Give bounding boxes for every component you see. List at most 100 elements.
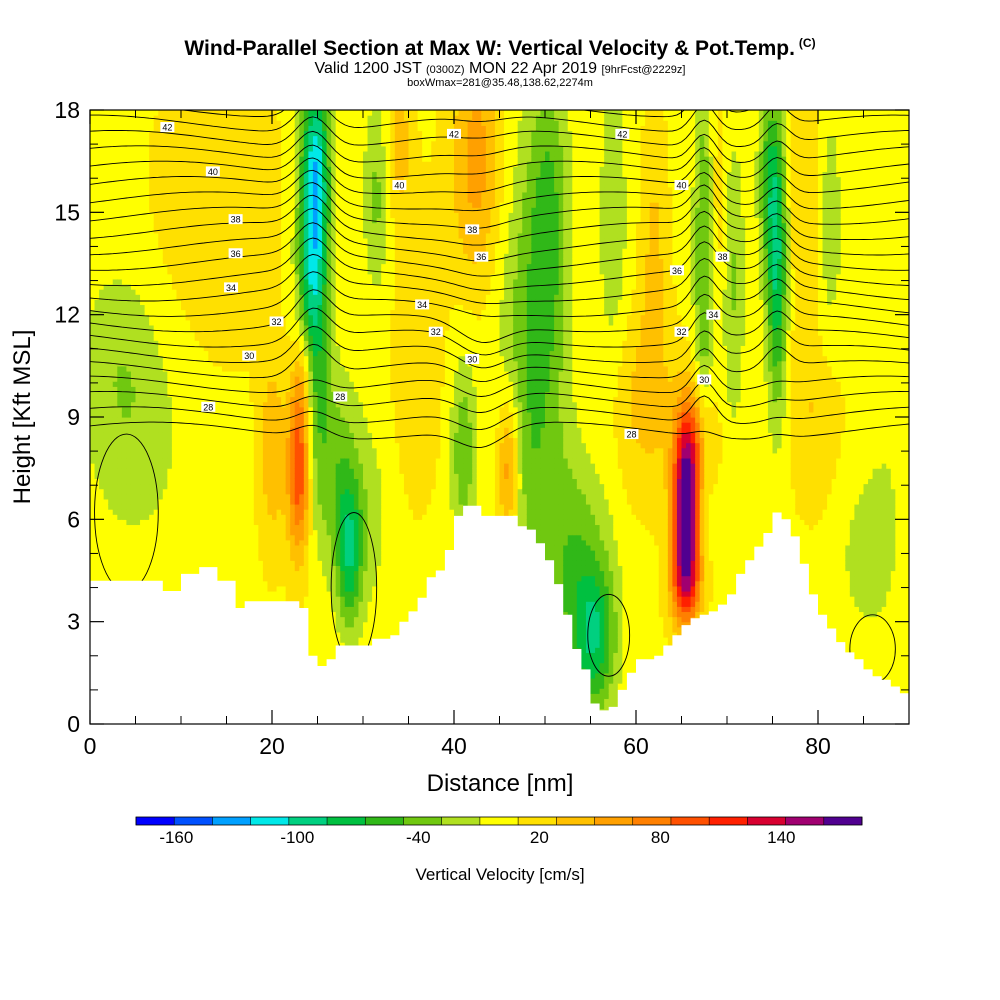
heat-cell (144, 227, 150, 234)
heat-cell (135, 314, 141, 321)
heat-cell (149, 283, 155, 290)
heat-cell (244, 232, 250, 239)
heat-cell (153, 222, 159, 229)
heat-cell (267, 565, 273, 572)
heat-cell (190, 176, 196, 183)
heat-cell (167, 498, 173, 505)
heat-cell (258, 417, 264, 423)
heat-cell (171, 156, 178, 162)
heat-cell (235, 294, 241, 300)
heat-cell (176, 432, 182, 439)
heat-cell (171, 319, 178, 326)
heat-cell (117, 314, 123, 321)
heat-cell (208, 120, 214, 126)
heat-cell (176, 550, 182, 556)
heat-cell (103, 289, 109, 295)
heat-cell (158, 427, 164, 433)
heat-cell (99, 253, 105, 259)
heat-cell (221, 365, 228, 372)
heat-cell (144, 555, 150, 561)
heat-cell (208, 355, 214, 362)
heat-cell (158, 253, 164, 259)
heat-cell (244, 396, 250, 403)
heat-cell (112, 452, 118, 459)
heat-cell (171, 181, 178, 188)
heat-cell (221, 345, 228, 352)
heat-cell (226, 202, 232, 208)
heat-cell (126, 473, 132, 479)
heat-cell (117, 156, 123, 162)
heat-cell (199, 283, 205, 290)
heat-cell (240, 386, 246, 393)
heat-cell (272, 304, 278, 311)
heat-cell (117, 145, 123, 152)
heat-cell (267, 370, 273, 377)
heat-cell (217, 309, 223, 316)
heat-cell (262, 176, 269, 183)
heat-cell (221, 253, 228, 259)
heat-cell (167, 370, 173, 377)
heat-cell (181, 166, 187, 172)
heat-cell (249, 110, 255, 116)
heat-cell (199, 176, 205, 183)
heat-cell (126, 181, 132, 188)
heat-cell (158, 135, 164, 142)
heat-cell (167, 447, 173, 454)
heat-cell (258, 365, 264, 372)
heat-cell (126, 370, 132, 377)
heat-cell (267, 299, 273, 306)
heat-cell (226, 483, 232, 490)
heat-cell (103, 253, 109, 259)
heat-cell (158, 309, 164, 316)
heat-cell (135, 468, 141, 474)
heat-cell (226, 401, 232, 408)
heat-cell (140, 222, 146, 229)
heat-cell (140, 340, 146, 346)
heat-cell (258, 376, 264, 382)
heat-cell (185, 529, 191, 536)
heat-cell (112, 478, 118, 485)
heat-cell (108, 237, 114, 244)
heat-cell (176, 294, 182, 300)
heat-cell (185, 289, 191, 295)
heat-cell (244, 381, 250, 387)
heat-cell (181, 232, 187, 239)
heat-cell (258, 355, 264, 362)
heat-cell (194, 478, 200, 485)
heat-cell (212, 330, 218, 336)
heat-cell (149, 227, 155, 234)
heat-cell (244, 580, 250, 587)
heat-cell (226, 575, 232, 582)
heat-cell (135, 534, 141, 541)
heat-cell (167, 309, 173, 316)
heat-cell (108, 396, 114, 403)
heat-cell (103, 196, 109, 203)
heat-cell (112, 411, 118, 418)
heat-cell (190, 237, 196, 244)
heat-cell (167, 278, 173, 285)
heat-cell (103, 437, 109, 444)
heat-cell (153, 452, 159, 459)
heat-cell (231, 478, 237, 485)
heat-cell (167, 253, 173, 259)
heat-cell (135, 243, 141, 249)
heat-cell (253, 181, 259, 188)
heat-cell (272, 156, 278, 162)
heat-cell (90, 570, 96, 577)
heat-cell (108, 268, 114, 275)
heat-cell (103, 345, 109, 352)
heat-cell (276, 468, 282, 474)
heat-cell (112, 427, 118, 433)
heat-cell (190, 427, 196, 433)
heat-cell (272, 590, 278, 597)
heat-cell (212, 555, 218, 561)
heat-cell (272, 202, 278, 208)
heat-cell (167, 555, 173, 561)
heat-cell (176, 350, 182, 357)
heat-cell (121, 427, 127, 433)
heat-cell (272, 539, 278, 546)
heat-cell (221, 145, 228, 152)
heat-cell (217, 365, 223, 372)
heat-cell (126, 350, 132, 357)
heat-cell (158, 524, 164, 531)
